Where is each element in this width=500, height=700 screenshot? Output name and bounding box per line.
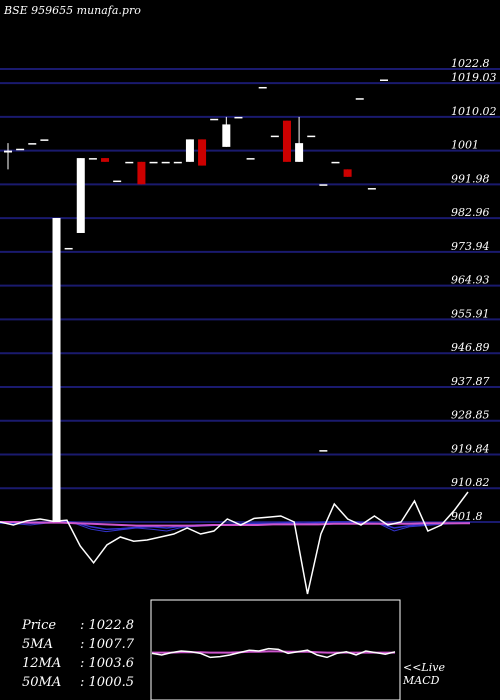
y-tick-label: 928.85 (451, 409, 490, 422)
candle-body (234, 116, 243, 119)
stat-label: 5MA (22, 637, 53, 652)
candle-body (161, 161, 170, 164)
candle-body (307, 135, 316, 138)
y-tick-label: 973.94 (451, 240, 490, 253)
candle-body (343, 169, 352, 177)
y-tick-label: 937.87 (451, 375, 490, 388)
candle-body (331, 161, 340, 164)
candle-body (185, 139, 194, 162)
stat-12ma: 12MA: 1003.6 (22, 654, 134, 673)
candle-body (149, 161, 158, 164)
y-tick-label: 919.84 (451, 442, 490, 455)
y-tick-label: 1019.03 (451, 71, 497, 84)
grid-lines (0, 68, 500, 523)
stat-value: 1022.8 (88, 618, 135, 633)
stat-separator: : (80, 656, 89, 671)
stat-value: 1007.7 (88, 637, 135, 652)
candle-body (295, 143, 304, 162)
candle-body (367, 188, 376, 190)
candle-body (210, 118, 219, 121)
macd-panel-frame (150, 599, 401, 700)
macd-strip (0, 491, 469, 595)
stats-panel: Price: 1022.8 5MA: 1007.7 12MA: 1003.6 5… (22, 616, 134, 692)
candle-body (88, 158, 97, 160)
candle-body (246, 158, 255, 160)
y-tick-label: 910.82 (451, 476, 490, 489)
stat-separator: : (80, 675, 89, 690)
y-tick-label: 1001 (451, 139, 479, 152)
candle-body (52, 218, 61, 523)
stray-tick (319, 450, 328, 452)
candle-body (76, 158, 85, 233)
stat-label: 12MA (22, 656, 62, 671)
candle-body (355, 98, 364, 100)
y-tick-label: 982.96 (451, 206, 490, 219)
candle-body (40, 139, 49, 141)
candle-body (258, 86, 267, 89)
candle-body (282, 120, 291, 162)
y-tick-label: 955.91 (451, 307, 490, 320)
candle-body (222, 124, 231, 147)
candle-body (113, 180, 122, 183)
macd-sub-line (151, 647, 396, 659)
candle-body (380, 79, 388, 81)
stat-price: Price: 1022.8 (22, 616, 134, 635)
candle-body (64, 247, 73, 250)
chart-title: BSE 959655 munafa.pro (4, 4, 141, 17)
candles (4, 79, 388, 523)
macd-label-line-1: <<Live (403, 661, 445, 674)
candle-body (4, 150, 12, 153)
y-tick-label: 1010.02 (451, 105, 497, 118)
macd-label-line-2: MACD (403, 674, 440, 687)
candle-body (137, 161, 146, 185)
y-tick-label: 1022.8 (451, 57, 490, 70)
candle-body (16, 148, 25, 151)
stat-50ma: 50MA: 1000.5 (22, 673, 134, 692)
macd-line (0, 491, 469, 595)
candle-body (198, 139, 207, 166)
macd-label: <<Live MACD (403, 661, 445, 687)
stat-label: Price (22, 618, 57, 633)
stat-label: 50MA (22, 675, 62, 690)
y-tick-label: 964.93 (451, 274, 490, 287)
candle-body (319, 184, 328, 186)
y-tick-label: 946.89 (451, 341, 490, 354)
candle-body (101, 158, 110, 162)
candle-body (173, 161, 182, 164)
stat-value: 1003.6 (88, 656, 135, 671)
stat-5ma: 5MA: 1007.7 (22, 635, 134, 654)
stat-separator: : (80, 618, 89, 633)
y-tick-label: 991.98 (451, 172, 490, 185)
macd-subpanel (150, 599, 401, 700)
candle-body (125, 161, 134, 164)
stat-value: 1000.5 (88, 675, 135, 690)
stat-separator: : (80, 637, 89, 652)
y-tick-label: 901.8 (451, 510, 483, 523)
candle-body (270, 135, 279, 138)
candle-body (28, 143, 37, 145)
